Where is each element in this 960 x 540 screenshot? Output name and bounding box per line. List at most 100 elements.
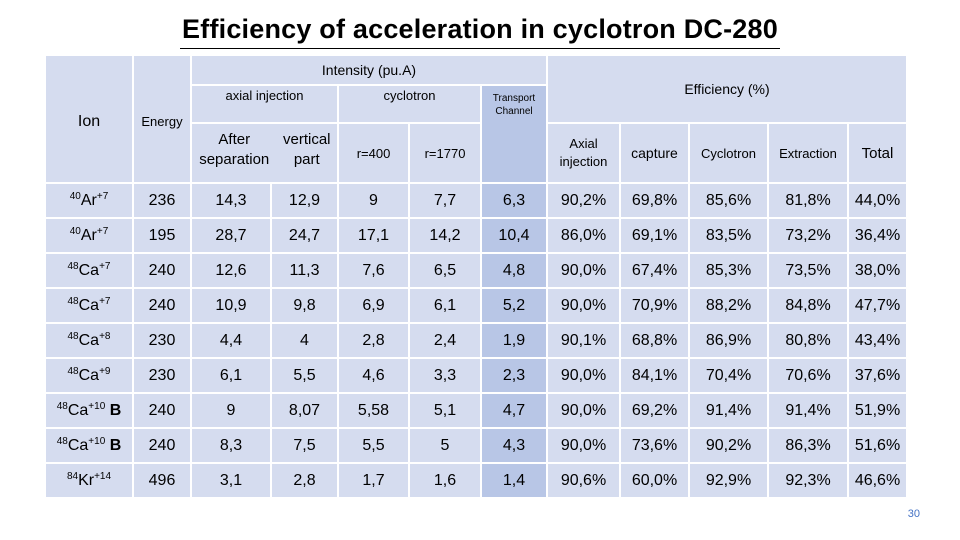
- vertical-part-header: vertical part: [282, 131, 331, 168]
- charge-state: +7: [96, 191, 109, 202]
- transport-cell: 2,3: [480, 357, 548, 394]
- transport-cell: 4,7: [480, 392, 548, 429]
- r400-cell: 5,58: [337, 392, 410, 429]
- axial-injection-group-header: axial injection: [190, 84, 339, 124]
- axial-cell: 90,2%: [546, 182, 621, 219]
- mass-number: 48: [67, 261, 79, 272]
- charge-state: +9: [99, 366, 111, 377]
- transport-cell: 5,2: [480, 287, 548, 324]
- cyclotron-group-header: cyclotron: [337, 84, 482, 124]
- extraction-header: Extraction: [767, 122, 849, 184]
- charge-state: +7: [96, 226, 109, 237]
- after-sep-vertical-header: After separation vertical part: [190, 122, 339, 184]
- extraction-cell: 73,2%: [767, 217, 849, 254]
- element-symbol: Ca: [78, 262, 100, 279]
- energy-cell: 240: [132, 427, 192, 464]
- table-row: 84Kr+14 496 3,1 2,8 1,7 1,6 1,4 90,6% 60,0% 92,9%…: [44, 462, 908, 499]
- capture-cell: 69,1%: [619, 217, 690, 254]
- after-sep-cell: 10,9: [190, 287, 272, 324]
- page-number: 30: [907, 508, 920, 520]
- energy-cell: 230: [132, 322, 192, 359]
- vertical-cell: 24,7: [270, 217, 339, 254]
- transport-cell: 4,8: [480, 252, 548, 289]
- r1770-header: r=1770: [408, 122, 482, 184]
- ion-cell: 40Ar+7: [44, 217, 134, 254]
- extraction-cell: 70,6%: [767, 357, 849, 394]
- cyclotron-cell: 85,6%: [688, 182, 769, 219]
- intensity-header: Intensity (pu.A): [190, 54, 548, 86]
- table-row: 40Ar+7 236 14,3 12,9 9 7,7 6,3 90,2% 69,8% 85,6% 8…: [44, 182, 908, 219]
- axial-cell: 86,0%: [546, 217, 621, 254]
- mass-number: 40: [69, 191, 81, 202]
- element-symbol: Ca: [78, 367, 100, 384]
- r400-cell: 2,8: [337, 322, 410, 359]
- cyclotron-cell: 91,4%: [688, 392, 769, 429]
- vertical-cell: 9,8: [270, 287, 339, 324]
- vertical-cell: 12,9: [270, 182, 339, 219]
- axial-cell: 90,0%: [546, 252, 621, 289]
- capture-cell: 60,0%: [619, 462, 690, 499]
- mass-number: 48: [56, 401, 68, 412]
- total-cell: 44,0%: [847, 182, 908, 219]
- mass-number: 40: [69, 226, 81, 237]
- r400-cell: 5,5: [337, 427, 410, 464]
- axial-cell: 90,6%: [546, 462, 621, 499]
- capture-cell: 69,8%: [619, 182, 690, 219]
- ion-header: Ion: [44, 54, 134, 184]
- after-sep-cell: 3,1: [190, 462, 272, 499]
- extraction-cell: 84,8%: [767, 287, 849, 324]
- after-sep-cell: 28,7: [190, 217, 272, 254]
- element-symbol: Ca: [78, 297, 100, 314]
- element-symbol: Ca: [78, 332, 100, 349]
- axial-cell: 90,0%: [546, 357, 621, 394]
- mass-number: 48: [56, 436, 68, 447]
- cyclotron-cell: 90,2%: [688, 427, 769, 464]
- charge-state: +14: [94, 471, 112, 482]
- transport-channel-header: Transport Channel: [480, 84, 548, 184]
- energy-header: Energy: [132, 54, 192, 184]
- total-cell: 47,7%: [847, 287, 908, 324]
- efficiency-table: Ion Energy Intensity (pu.A) Efficiency (…: [44, 54, 908, 499]
- transport-channel-label: Transport Channel: [492, 93, 536, 117]
- ion-cell: 84Kr+14: [44, 462, 134, 499]
- ion-suffix: B: [109, 437, 122, 454]
- page-title: Efficiency of acceleration in cyclotron …: [182, 14, 778, 44]
- table-row: 48Ca+8 230 4,4 4 2,8 2,4 1,9 90,1% 68,8% 86,9% 80,…: [44, 322, 908, 359]
- ion-suffix: B: [109, 402, 122, 419]
- r1770-cell: 6,1: [408, 287, 482, 324]
- axial-cell: 90,1%: [546, 322, 621, 359]
- ion-cell: 48Ca+10 B: [44, 392, 134, 429]
- total-header: Total: [847, 122, 908, 184]
- vertical-cell: 11,3: [270, 252, 339, 289]
- transport-cell: 4,3: [480, 427, 548, 464]
- r1770-cell: 7,7: [408, 182, 482, 219]
- mass-number: 48: [67, 331, 79, 342]
- table-row: 40Ar+7 195 28,7 24,7 17,1 14,2 10,4 86,0% 69,1% 8…: [44, 217, 908, 254]
- cyclotron-cell: 83,5%: [688, 217, 769, 254]
- transport-cell: 6,3: [480, 182, 548, 219]
- cyclotron-cell: 88,2%: [688, 287, 769, 324]
- r400-cell: 4,6: [337, 357, 410, 394]
- transport-cell: 1,4: [480, 462, 548, 499]
- vertical-cell: 5,5: [270, 357, 339, 394]
- mass-number: 84: [66, 471, 79, 482]
- after-sep-cell: 6,1: [190, 357, 272, 394]
- vertical-cell: 2,8: [270, 462, 339, 499]
- extraction-cell: 80,8%: [767, 322, 849, 359]
- after-sep-cell: 9: [190, 392, 272, 429]
- ion-cell: 48Ca+7: [44, 252, 134, 289]
- r400-cell: 9: [337, 182, 410, 219]
- transport-cell: 10,4: [480, 217, 548, 254]
- table-row: 48Ca+10 B 240 8,3 7,5 5,5 5 4,3 90,0% 73,6% 90,2%…: [44, 427, 908, 464]
- ion-cell: 40Ar+7: [44, 182, 134, 219]
- r1770-cell: 5: [408, 427, 482, 464]
- after-sep-cell: 8,3: [190, 427, 272, 464]
- energy-cell: 240: [132, 252, 192, 289]
- r400-cell: 1,7: [337, 462, 410, 499]
- capture-cell: 73,6%: [619, 427, 690, 464]
- element-symbol: Ca: [67, 402, 89, 419]
- r1770-cell: 14,2: [408, 217, 482, 254]
- capture-cell: 70,9%: [619, 287, 690, 324]
- cyclotron-cell: 70,4%: [688, 357, 769, 394]
- vertical-cell: 8,07: [270, 392, 339, 429]
